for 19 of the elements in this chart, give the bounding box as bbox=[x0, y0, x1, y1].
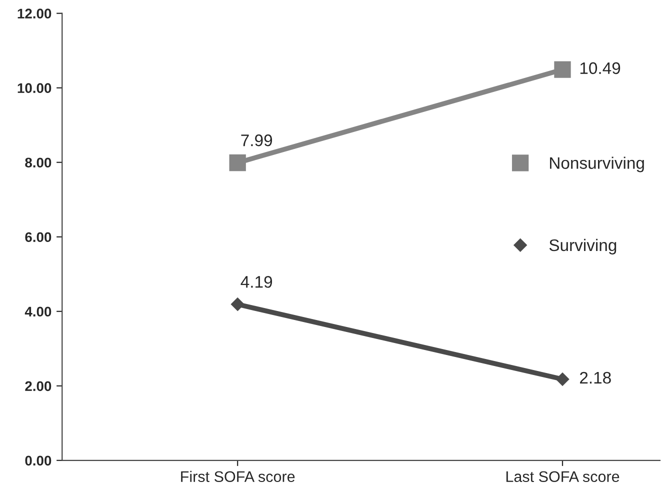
legend-label: Surviving bbox=[549, 238, 616, 254]
legend-label: Nonsurviving bbox=[550, 156, 644, 172]
y-tick-label: 2.00 bbox=[25, 381, 52, 392]
x-tick-label: First SOFA score bbox=[181, 470, 295, 482]
x-tick-label: Last SOFA score bbox=[506, 471, 620, 482]
data-label: 2.18 bbox=[580, 372, 611, 384]
y-tick-label: 0.00 bbox=[25, 456, 52, 466]
point bbox=[229, 154, 246, 172]
point bbox=[230, 298, 244, 311]
point bbox=[556, 372, 570, 386]
y-tick-label: 12.00 bbox=[18, 8, 52, 19]
y-tick-label: 4.00 bbox=[24, 306, 52, 317]
point bbox=[554, 61, 571, 78]
y-tick-label: 10.00 bbox=[18, 83, 52, 94]
data-label: 10.49 bbox=[580, 62, 620, 74]
y-tick-label: 8.00 bbox=[25, 158, 52, 168]
data-label: 7.99 bbox=[241, 134, 272, 146]
data-label: 4.19 bbox=[240, 276, 272, 288]
y-tick-label: 6.00 bbox=[25, 232, 52, 242]
